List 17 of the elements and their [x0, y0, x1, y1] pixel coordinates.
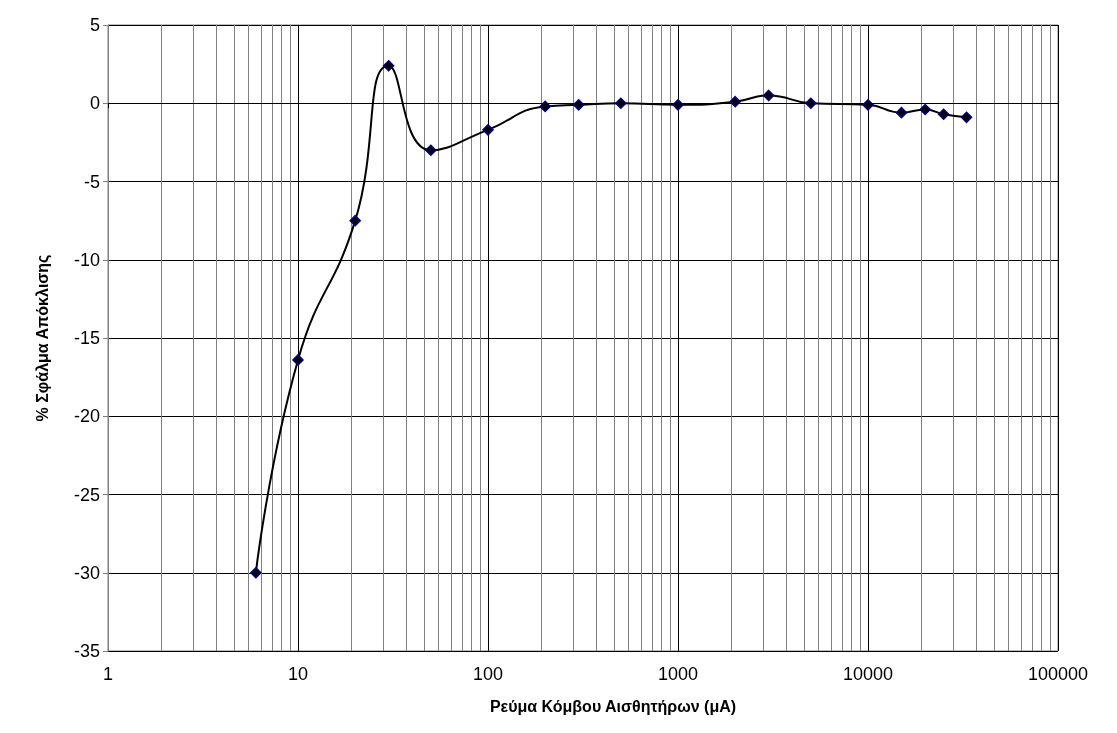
- y-axis-title: % Σφάλμα Απόκλισης: [33, 254, 52, 422]
- y-tick-label: -20: [73, 406, 100, 427]
- x-tick-label: 10000: [842, 664, 894, 684]
- x-tick-label: 10: [287, 664, 309, 684]
- y-tick-label: -5: [83, 171, 100, 192]
- y-tick-label: 0: [89, 93, 100, 114]
- x-tick-label: 1000: [657, 664, 699, 684]
- y-tick-label: -10: [73, 249, 100, 270]
- x-tick-label: 1: [102, 664, 114, 684]
- y-tick-label: -15: [73, 328, 100, 348]
- x-tick-label: 100000: [1027, 664, 1089, 684]
- x-tick-label: 100: [472, 664, 504, 684]
- y-tick-label: -30: [73, 562, 100, 583]
- y-tick-label: 5: [89, 15, 100, 35]
- y-tick-label: -35: [73, 641, 100, 661]
- y-tick-label: -25: [73, 484, 100, 505]
- x-axis-title: Ρεύμα Κόμβου Αισθητήρων (μA): [489, 697, 737, 715]
